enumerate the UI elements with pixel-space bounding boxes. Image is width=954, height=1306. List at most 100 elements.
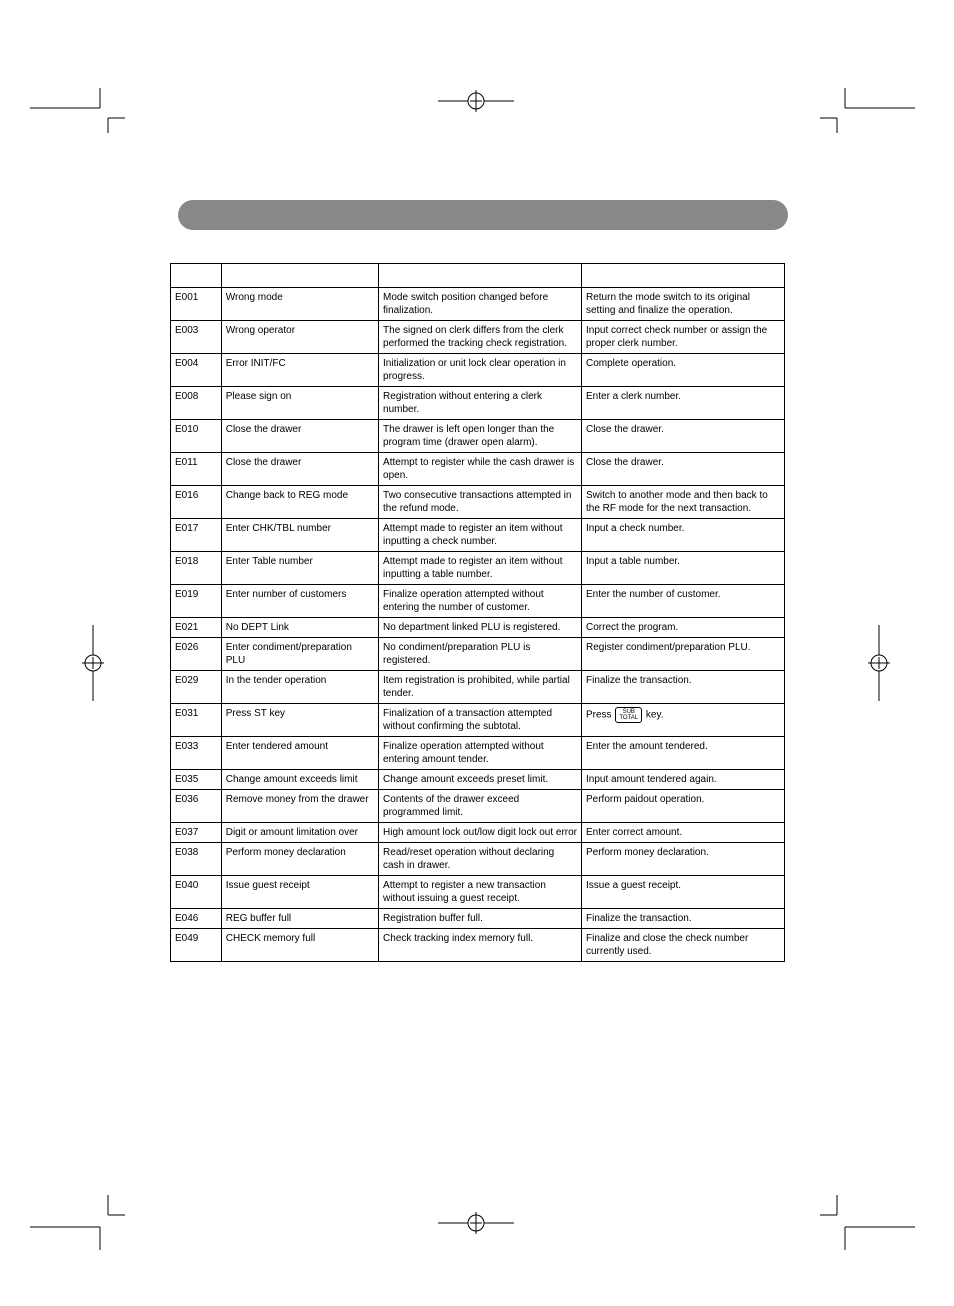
error-meaning: Item registration is prohibited, while p… [379,671,582,704]
table-row: E019Enter number of customersFinalize op… [171,585,785,618]
error-code: E003 [171,321,222,354]
error-meaning: Read/reset operation without declaring c… [379,843,582,876]
error-action: Press SUBTOTAL key. [582,704,785,737]
error-message: Error INIT/FC [221,354,378,387]
error-meaning: Attempt made to register an item without… [379,519,582,552]
error-code: E031 [171,704,222,737]
error-meaning: Finalize operation attempted without ent… [379,585,582,618]
table-row: E001Wrong modeMode switch position chang… [171,288,785,321]
error-message: Please sign on [221,387,378,420]
error-meaning: Attempt to register a new transaction wi… [379,876,582,909]
error-meaning: No condiment/preparation PLU is register… [379,638,582,671]
error-action: Input correct check number or assign the… [582,321,785,354]
table-row: E017Enter CHK/TBL numberAttempt made to … [171,519,785,552]
page-content: E001Wrong modeMode switch position chang… [160,200,790,962]
header-meaning [379,264,582,288]
error-code: E016 [171,486,222,519]
error-action: Close the drawer. [582,420,785,453]
table-row: E031Press ST keyFinalization of a transa… [171,704,785,737]
error-code: E046 [171,909,222,929]
error-meaning: Registration buffer full. [379,909,582,929]
error-action: Enter a clerk number. [582,387,785,420]
error-message: Change back to REG mode [221,486,378,519]
error-message: Close the drawer [221,453,378,486]
error-action: Perform money declaration. [582,843,785,876]
error-message: Change amount exceeds limit [221,770,378,790]
crop-corner-bottom-right [820,1195,915,1250]
subtotal-key-icon: SUBTOTAL [615,707,642,723]
error-message: Enter condiment/preparation PLU [221,638,378,671]
table-row: E010Close the drawerThe drawer is left o… [171,420,785,453]
error-meaning: Mode switch position changed before fina… [379,288,582,321]
error-message: No DEPT Link [221,618,378,638]
error-action: Issue a guest receipt. [582,876,785,909]
error-meaning: Registration without entering a clerk nu… [379,387,582,420]
error-meaning: Attempt made to register an item without… [379,552,582,585]
error-action: Input amount tendered again. [582,770,785,790]
error-code: E036 [171,790,222,823]
error-code: E037 [171,823,222,843]
error-message: Press ST key [221,704,378,737]
error-message: Digit or amount limitation over [221,823,378,843]
error-meaning: Initialization or unit lock clear operat… [379,354,582,387]
error-code: E026 [171,638,222,671]
error-action: Finalize and close the check number curr… [582,929,785,962]
error-code: E011 [171,453,222,486]
error-action: Finalize the transaction. [582,909,785,929]
error-message: Enter tendered amount [221,737,378,770]
error-meaning: High amount lock out/low digit lock out … [379,823,582,843]
table-row: E037Digit or amount limitation overHigh … [171,823,785,843]
header-message [221,264,378,288]
error-action: Perform paidout operation. [582,790,785,823]
error-code: E019 [171,585,222,618]
table-row: E040Issue guest receiptAttempt to regist… [171,876,785,909]
table-row: E033Enter tendered amountFinalize operat… [171,737,785,770]
table-row: E011Close the drawerAttempt to register … [171,453,785,486]
crop-mark-top [438,90,514,112]
error-code: E038 [171,843,222,876]
error-message: Close the drawer [221,420,378,453]
table-row: E004Error INIT/FCInitialization or unit … [171,354,785,387]
error-action: Enter correct amount. [582,823,785,843]
error-action: Input a check number. [582,519,785,552]
error-message: Enter CHK/TBL number [221,519,378,552]
error-meaning: Finalize operation attempted without ent… [379,737,582,770]
error-code: E035 [171,770,222,790]
error-code: E001 [171,288,222,321]
error-message: In the tender operation [221,671,378,704]
error-code: E017 [171,519,222,552]
table-row: E008Please sign onRegistration without e… [171,387,785,420]
error-action: Register condiment/preparation PLU. [582,638,785,671]
crop-mark-left [82,625,104,701]
error-code: E010 [171,420,222,453]
error-message: Enter Table number [221,552,378,585]
error-message: Wrong mode [221,288,378,321]
crop-corner-top-left [30,88,125,133]
error-code: E049 [171,929,222,962]
error-meaning: Two consecutive transactions attempted i… [379,486,582,519]
table-row: E038Perform money declarationRead/reset … [171,843,785,876]
table-row: E035Change amount exceeds limitChange am… [171,770,785,790]
table-row: E003Wrong operatorThe signed on clerk di… [171,321,785,354]
table-row: E049CHECK memory fullCheck tracking inde… [171,929,785,962]
error-action: Complete operation. [582,354,785,387]
error-action: Switch to another mode and then back to … [582,486,785,519]
header-error-code [171,264,222,288]
error-action: Finalize the transaction. [582,671,785,704]
crop-mark-bottom [438,1212,514,1234]
table-row: E029In the tender operationItem registra… [171,671,785,704]
table-row: E021No DEPT LinkNo department linked PLU… [171,618,785,638]
table-row: E018Enter Table numberAttempt made to re… [171,552,785,585]
header-action [582,264,785,288]
error-meaning: The signed on clerk differs from the cle… [379,321,582,354]
error-code-table: E001Wrong modeMode switch position chang… [170,263,785,962]
error-code: E021 [171,618,222,638]
error-meaning: Contents of the drawer exceed programmed… [379,790,582,823]
error-action: Return the mode switch to its original s… [582,288,785,321]
error-meaning: Change amount exceeds preset limit. [379,770,582,790]
error-code: E029 [171,671,222,704]
error-meaning: Finalization of a transaction attempted … [379,704,582,737]
error-meaning: No department linked PLU is registered. [379,618,582,638]
error-code: E033 [171,737,222,770]
error-code: E004 [171,354,222,387]
